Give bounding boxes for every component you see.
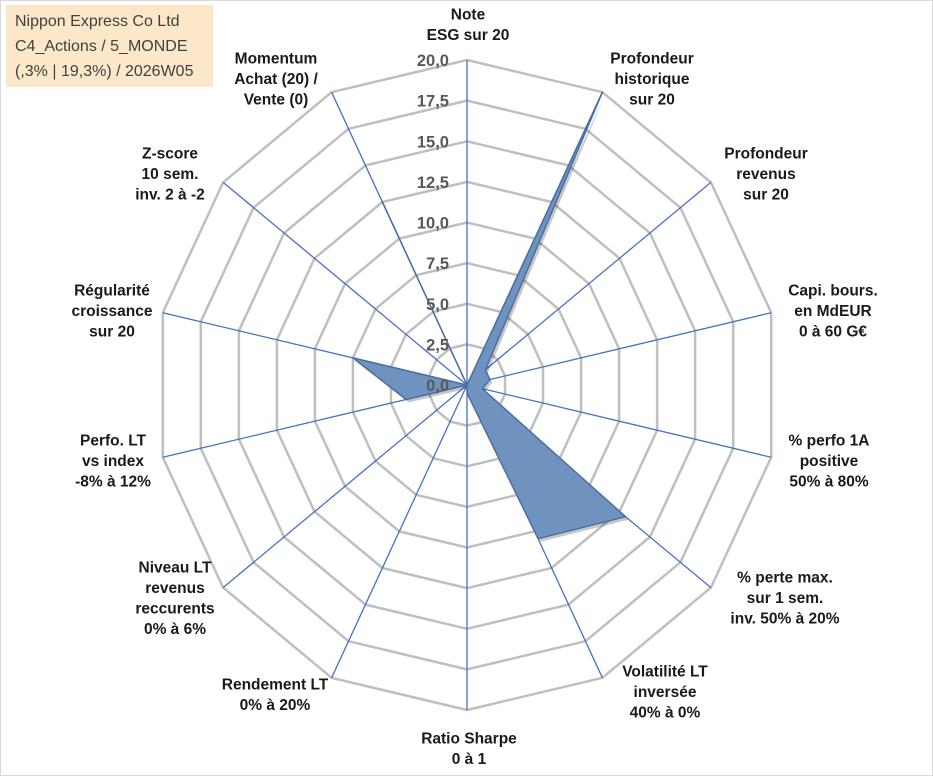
axis-label-line: Momentum	[235, 51, 318, 68]
axis-line	[466, 312, 772, 386]
axis-label-line: 10 sem.	[142, 166, 199, 183]
axis-label-line: inv. 2 à -2	[135, 187, 205, 204]
axis-label-line: -8% à 12%	[75, 474, 151, 491]
axis-label-line: reccurents	[135, 601, 214, 618]
axis-label-line: sur 20	[743, 187, 789, 204]
axis-label-line: positive	[800, 453, 859, 470]
axis-label-line: Régularité	[74, 283, 150, 300]
axis-label-line: Achat (20) /	[234, 71, 318, 88]
axis-label: Volatilité LT inversée 40% à 0%	[622, 664, 708, 722]
tick-label: 15,0	[417, 133, 449, 151]
axis-line	[222, 384, 468, 589]
tick-label: 20,0	[417, 52, 449, 70]
axis-label: Perfo. LT vs index -8% à 12%	[75, 433, 151, 491]
axis-line	[331, 384, 468, 679]
series-area	[352, 91, 627, 540]
axis-label-line: revenus	[145, 580, 204, 597]
tick-label: 0,0	[426, 377, 449, 395]
axis-label-line: 40% à 0%	[630, 705, 701, 722]
axis-label-line: ESG sur 20	[427, 27, 510, 44]
tick-label: 10,0	[417, 215, 449, 233]
axis-label-line: vs index	[82, 453, 144, 470]
axis-label-line: en MdEUR	[794, 303, 872, 320]
title-line-company: Nippon Express Co Ltd	[15, 13, 180, 30]
axis-labels: Note ESG sur 20 Profondeur historique sur 20…	[72, 7, 878, 769]
axis-label-line: Vente (0)	[244, 92, 309, 109]
axis-label: Rendement LT 0% à 20%	[222, 677, 329, 715]
axis-label: Régularité croissance sur 20	[72, 283, 153, 341]
axis-label-line: sur 1 sem.	[747, 590, 824, 607]
axis-label: Capi. bours. en MdEUR 0 à 60 G€	[788, 283, 878, 341]
series	[352, 91, 629, 542]
axis-label-line: sur 20	[629, 92, 675, 109]
axis-label-line: Ratio Sharpe	[421, 731, 517, 748]
axis-label: Niveau LT revenus reccurents 0% à 6%	[135, 560, 214, 639]
axis-label-line: Note	[451, 7, 486, 24]
title-box: Nippon Express Co Ltd C4_Actions / 5_MON…	[6, 5, 213, 87]
axis-label: Profondeur revenus sur 20	[724, 146, 808, 204]
axis-label: Ratio Sharpe 0 à 1	[421, 731, 517, 769]
tick-label: 12,5	[417, 174, 449, 192]
axis-label: % perfo 1A positive 50% à 80%	[789, 433, 870, 491]
axis-label: Momentum Achat (20) / Vente (0)	[234, 51, 318, 109]
title-line-category: C4_Actions / 5_MONDE	[15, 38, 188, 55]
axis-label-line: Capi. bours.	[788, 283, 878, 300]
axis-line	[466, 181, 712, 386]
axis-label-line: % perfo 1A	[789, 433, 870, 450]
axis-label-line: historique	[615, 71, 690, 88]
axis-label-line: 50% à 80%	[789, 474, 868, 491]
axis-line	[466, 384, 772, 458]
axis-label-line: Perfo. LT	[80, 433, 147, 450]
tick-label: 2,5	[426, 336, 449, 354]
axis-line	[222, 181, 468, 386]
axis-label-line: Volatilité LT	[622, 664, 708, 681]
axis-label-line: inversée	[634, 684, 697, 701]
axis-label-line: % perte max.	[737, 570, 833, 587]
title-line-stats: (,3% | 19,3%) / 2026W05	[15, 63, 194, 80]
axis-label-line: Niveau LT	[139, 560, 212, 577]
axis-label-line: croissance	[72, 303, 153, 320]
axis-label-line: revenus	[736, 166, 795, 183]
tick-label: 5,0	[426, 296, 449, 314]
axis-label-line: 0 à 1	[452, 751, 487, 768]
axis-label-line: Profondeur	[610, 51, 694, 68]
tick-labels: 0,0 2,5 5,0 7,5 10,0 12,5 15,0 17,5 20,0	[417, 52, 449, 395]
tick-label: 17,5	[417, 93, 449, 111]
axis-label-line: 0 à 60 G€	[799, 324, 867, 341]
axis-label-line: Profondeur	[724, 146, 808, 163]
axis-label-line: Rendement LT	[222, 677, 329, 694]
axis-label-line: sur 20	[89, 324, 135, 341]
axis-label: Profondeur historique sur 20	[610, 51, 694, 109]
axis-label-line: 0% à 20%	[240, 697, 311, 714]
axis-label-line: Z-score	[142, 146, 198, 163]
axis-label-line: inv. 50% à 20%	[730, 611, 839, 628]
axis-label: Note ESG sur 20	[427, 7, 510, 45]
axis-label: % perte max. sur 1 sem. inv. 50% à 20%	[730, 570, 839, 628]
axis-label: Z-score 10 sem. inv. 2 à -2	[135, 146, 205, 204]
tick-label: 7,5	[426, 255, 449, 273]
axis-label-line: 0% à 6%	[144, 621, 206, 638]
